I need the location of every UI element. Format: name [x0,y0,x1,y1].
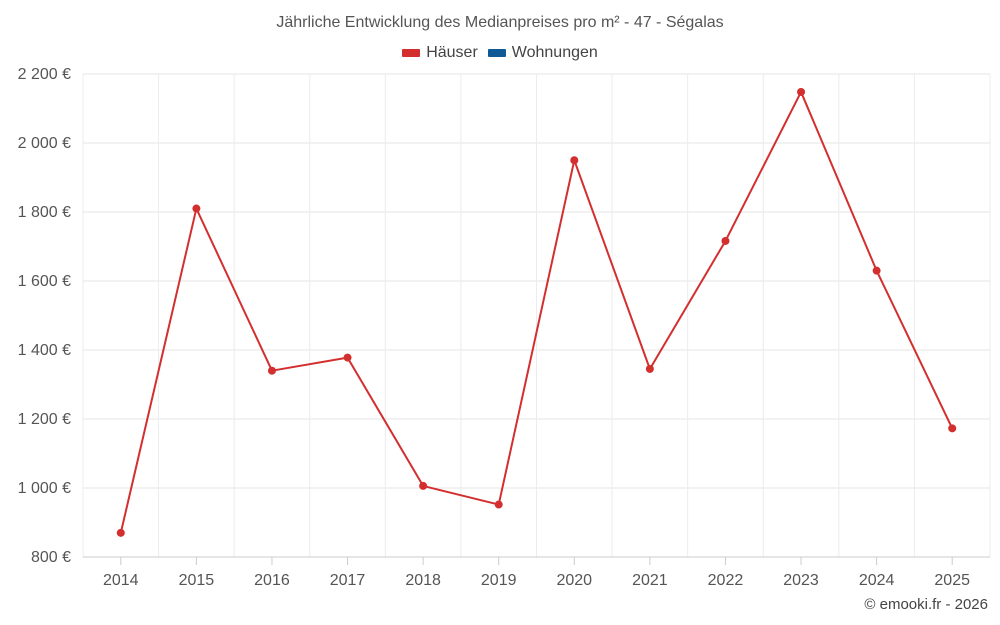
x-axis: 2014 2015 2016 2017 2018 2019 2020 2021 2022 2023… [83,556,990,589]
data-point[interactable] [645,364,654,373]
legend-swatch-apartments [487,49,506,57]
y-tick-label: 800 € [31,549,71,566]
x-tick-label: 2020 [556,572,592,589]
data-point[interactable] [494,500,503,509]
legend-label-apartments: Wohnungen [511,44,598,61]
y-tick-label: 1 400 € [18,342,71,359]
x-tick-label: 2016 [254,572,290,589]
chart-title: Jährliche Entwicklung des Medianpreises … [276,14,724,31]
x-tick-label: 2024 [859,572,895,589]
data-point[interactable] [872,266,881,275]
data-point[interactable] [948,424,957,433]
y-axis: 800 € 1 000 € 1 200 € 1 400 € 1 600 € 1 800 €… [18,66,71,566]
x-tick-label: 2021 [632,572,668,589]
data-point[interactable] [267,366,276,375]
data-point[interactable] [116,528,125,537]
data-point[interactable] [419,481,428,490]
x-tick-label: 2022 [708,572,744,589]
x-tick-label: 2014 [103,572,139,589]
data-point[interactable] [192,204,201,213]
y-tick-label: 1 600 € [18,273,71,290]
legend-item-apartments[interactable]: Wohnungen [487,44,598,62]
legend-label-houses: Häuser [426,44,478,61]
series-layer [116,87,957,537]
legend-item-houses[interactable]: Häuser [402,44,478,62]
grid-lines [82,73,991,557]
credit-text: © emooki.fr - 2026 [864,596,988,613]
series-line-houses [119,90,954,534]
y-tick-label: 1 200 € [18,411,71,428]
data-point[interactable] [797,87,806,96]
y-tick-label: 1 000 € [18,480,71,497]
x-tick-label: 2017 [330,572,366,589]
x-tick-label: 2018 [405,572,441,589]
x-tick-label: 2023 [783,572,819,589]
data-point[interactable] [570,156,579,165]
data-point[interactable] [343,353,352,362]
x-tick-label: 2019 [481,572,517,589]
legend-swatch-houses [402,49,421,57]
data-point[interactable] [721,236,730,245]
x-tick-label: 2015 [179,572,215,589]
y-tick-label: 1 800 € [18,204,71,221]
y-tick-label: 2 200 € [18,66,71,83]
x-tick-label: 2025 [934,572,970,589]
y-tick-label: 2 000 € [18,135,71,152]
chart-legend: Häuser Wohnungen [0,44,1000,62]
